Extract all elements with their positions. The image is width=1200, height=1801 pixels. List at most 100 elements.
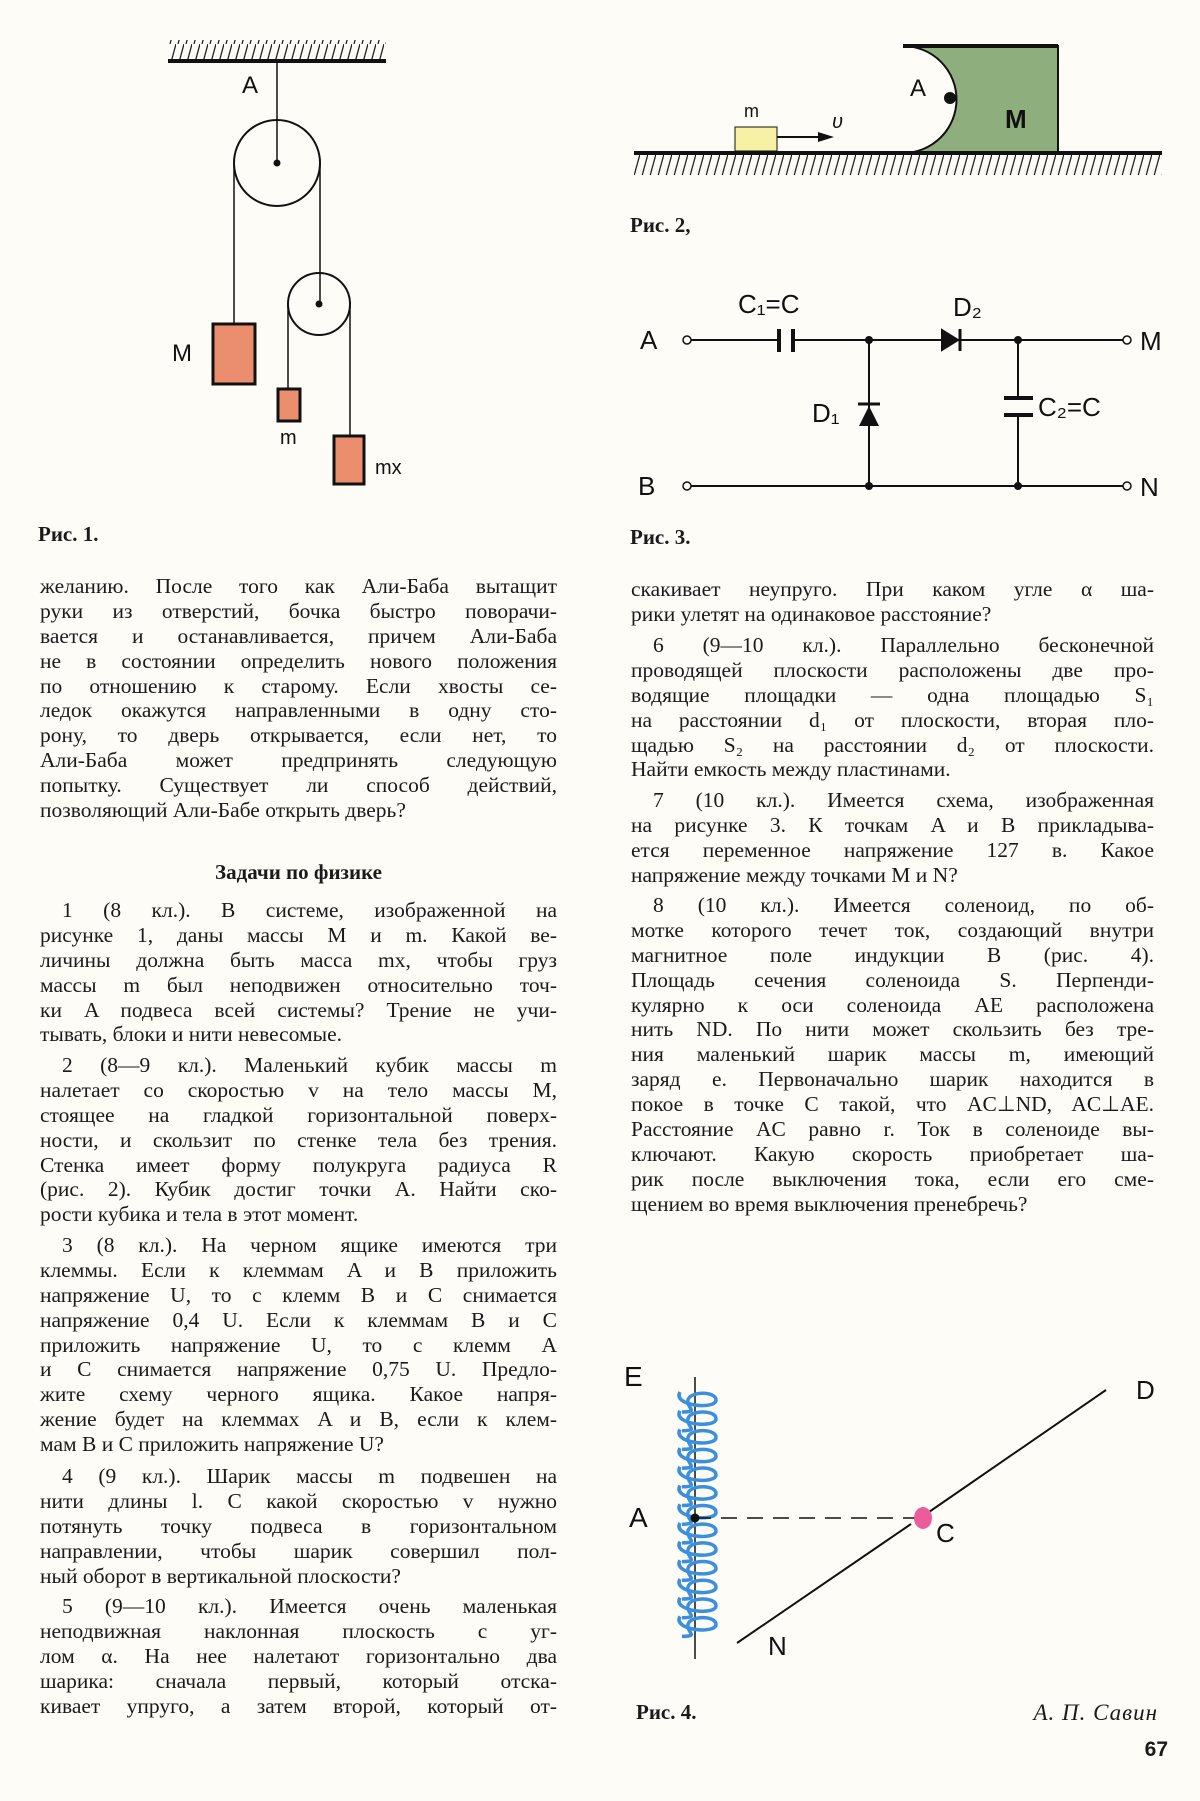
text-line: напряжение U, то с клемм B и C снимается <box>40 1282 557 1307</box>
text-line: Площадь сечения соленоида S. Перпенди- <box>631 967 1154 992</box>
text-line: проводящей плоскости расположены две про… <box>631 657 1154 682</box>
label-M: M <box>172 340 192 367</box>
text-line: 4 (9 кл.). Шарик массы m подвешен на <box>62 1464 557 1488</box>
text-line: магнитное поле индукции B (рис. 4). <box>631 942 1154 967</box>
text-line: не в состоянии определить нового положен… <box>40 648 557 673</box>
mass-m-block <box>276 387 302 423</box>
text-line: позволяющий Али-Бабе открыть дверь? <box>40 798 406 823</box>
text-line: и C снимается напряжение 0,75 U. Предло- <box>40 1357 557 1382</box>
charged-ball <box>914 1507 932 1529</box>
ground-hatching <box>634 155 1162 175</box>
text-line: щением во время выключения пренебречь? <box>631 1191 1028 1216</box>
solenoid-coil <box>677 1391 718 1639</box>
paragraph: 5 (9—10 кл.). Имеется очень маленькая неп… <box>40 1594 557 1718</box>
text-line: заряд e. Первоначально шарик находится в <box>631 1067 1154 1092</box>
page-number: 67 <box>1144 1738 1168 1761</box>
text-line: ключают. Какую скорость приобретает ша- <box>631 1141 1154 1166</box>
paragraph: желанию. После того как Али-Баба вытащит… <box>40 574 557 823</box>
text-line: попытку. Существует ли способ действий, <box>40 773 557 798</box>
text-line: щадью S₂ на расстоянии d₂ от плоскости. <box>631 732 1154 757</box>
pulley-axle <box>315 300 323 308</box>
text-line: Расстояние AC равно r. Ток в соленоиде в… <box>631 1117 1154 1142</box>
text-line: клеммы. Если к клеммам A и B приложить <box>40 1257 557 1282</box>
mass-M-block <box>211 322 257 386</box>
figure-3-circuit <box>682 328 1132 491</box>
figure-4-caption: Рис. 4. <box>636 1700 697 1724</box>
text-line: рону, то дверь открывается, если нет, то <box>40 723 557 748</box>
terminal-M <box>1122 335 1132 345</box>
figure-3-labels: A B M N C₁=C C₂=C D₁ D₂ <box>638 289 1162 502</box>
text-line: нити длины l. С какой скоростью v нужно <box>40 1488 557 1513</box>
label-D2: D₂ <box>953 292 982 322</box>
paragraph: 7 (10 кл.). Имеется схема, изображенная н… <box>631 788 1154 888</box>
point-A <box>690 1513 700 1523</box>
label-mx: mx <box>375 457 402 479</box>
mass-mx-block <box>332 434 366 486</box>
cube-m <box>734 126 778 152</box>
terminal-B <box>682 481 692 491</box>
text-line: 8 (10 кл.). Имеется соленоид, по об- <box>653 893 1154 917</box>
text-line: Найти емкость между пластинами. <box>631 757 951 782</box>
figure-2-caption: Рис. 2, <box>630 213 691 237</box>
label-B: B <box>638 471 655 501</box>
paragraph: 2 (8—9 кл.). Маленький кубик массы m нале… <box>40 1053 557 1227</box>
coil-turn <box>677 1391 718 1414</box>
coil-turn <box>677 1596 718 1620</box>
text-line: желанию. После того как Али-Баба вытащит <box>40 574 557 598</box>
terminal-N <box>1122 481 1132 491</box>
label-C2: C₂=C <box>1038 392 1101 422</box>
label-E: E <box>624 1361 643 1392</box>
text-line: шарика: сначала первый, который отска- <box>40 1668 557 1693</box>
text-line: массы m был неподвижен относительно точ- <box>40 972 557 997</box>
label-m: m <box>744 101 759 121</box>
text-line: 1 (8 кл.). В системе, изображенной на <box>62 898 557 922</box>
text-line: ный оборот в вертикальной плоскости? <box>40 1563 401 1588</box>
text-line: водящие площадки — одна площадью S₁ <box>631 682 1154 707</box>
section-heading: Задачи по физике <box>215 860 382 884</box>
text-line: Али-Баба может предпринять следующую <box>40 748 557 773</box>
text-line: приложить напряжение U, то с клемм A <box>40 1332 557 1357</box>
label-D1: D₁ <box>812 398 840 428</box>
label-N: N <box>768 1631 787 1661</box>
text-line: 5 (9—10 кл.). Имеется очень маленькая <box>62 1594 557 1618</box>
label-A: A <box>640 325 658 355</box>
arrow-head <box>818 132 834 142</box>
author: А. П. Савин <box>1033 1700 1158 1725</box>
text-line: скакивает неупруго. При каком угле α ша- <box>631 577 1154 601</box>
coil-turn <box>677 1540 718 1564</box>
text-line: ется переменное напряжение 127 в. Какое <box>631 837 1154 862</box>
text-line: по отношению к старому. Если хвосты се- <box>40 673 557 698</box>
text-line: ледок окажутся направленными в одну сто- <box>40 698 557 723</box>
text-line: 6 (9—10 кл.). Параллельно бесконечной <box>653 633 1154 657</box>
text-line: вается и останавливается, причем Али-Баб… <box>40 623 557 648</box>
body-M <box>902 45 1059 154</box>
text-line: неподвижная наклонная плоскость с уг- <box>40 1618 557 1643</box>
diode-D1 <box>859 406 879 426</box>
figure-4-solenoid: E A C D N <box>624 1361 1155 1661</box>
coil-turn <box>677 1559 718 1583</box>
diode-D2 <box>941 328 960 352</box>
text-line: направлении, чтобы шарик совершил пол- <box>40 1538 557 1563</box>
paragraph: скакивает неупруго. При каком угле α ша-… <box>631 577 1154 627</box>
paragraph: 8 (10 кл.). Имеется соленоид, по об-мотк… <box>631 893 1154 1217</box>
text-line: на рисунке 3. К точкам A и B прикладыва- <box>631 812 1154 837</box>
label-C1: C₁=C <box>738 289 800 319</box>
paragraph: 6 (9—10 кл.). Параллельно бесконечной про… <box>631 633 1154 782</box>
figure-1-pulley-system: A M m mx <box>168 40 402 486</box>
text-line: потянуть точку подвеса в горизонтальном <box>40 1513 557 1538</box>
pulley-axle <box>273 159 281 167</box>
text-line: руки из отверстий, бочка быстро поворачи… <box>40 598 557 623</box>
text-line: тывать, блоки и нити невесомые. <box>40 1022 343 1047</box>
coil-turn <box>677 1522 718 1545</box>
text-line: нить ND. По нити может скользить без тре… <box>631 1017 1154 1042</box>
thread-ND <box>928 1389 1107 1513</box>
text-line: мотке которого течет ток, создающий внут… <box>631 917 1154 942</box>
terminal-A <box>682 335 692 345</box>
text-line: на расстоянии d₁ от плоскости, вторая пл… <box>631 707 1154 732</box>
label-M: M <box>1005 104 1027 134</box>
thread-ND <box>736 1523 912 1644</box>
figure-1-caption: Рис. 1. <box>38 522 99 546</box>
coil-turn <box>677 1615 718 1639</box>
figure-3-caption: Рис. 3. <box>630 525 691 549</box>
